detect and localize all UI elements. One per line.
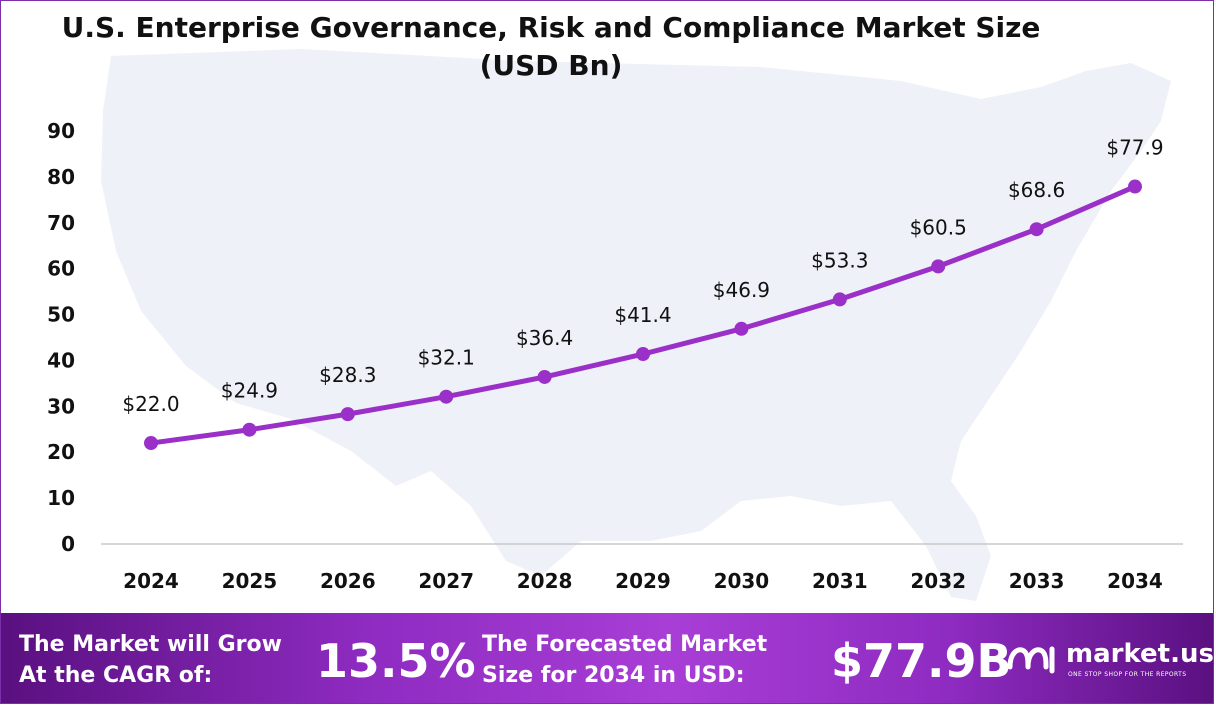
data-point xyxy=(537,369,552,384)
y-tick-label: 50 xyxy=(47,303,75,327)
x-tick-label: 2034 xyxy=(1107,569,1163,593)
y-tick-label: 30 xyxy=(47,394,75,418)
data-point xyxy=(439,389,454,404)
data-label: $22.0 xyxy=(122,392,179,416)
data-label: $77.9 xyxy=(1106,136,1163,160)
forecast-label: The Forecasted Market Size for 2034 in U… xyxy=(482,629,767,691)
data-label: $46.9 xyxy=(713,278,770,302)
cagr-value: 13.5% xyxy=(316,634,476,688)
x-tick-label: 2030 xyxy=(714,569,770,593)
y-tick-label: 40 xyxy=(47,348,75,372)
y-tick-label: 70 xyxy=(47,211,75,235)
data-label: $68.6 xyxy=(1008,178,1065,202)
x-tick-label: 2033 xyxy=(1009,569,1065,593)
data-label: $28.3 xyxy=(319,363,376,387)
data-point xyxy=(832,292,847,307)
cagr-label: The Market will Grow At the CAGR of: xyxy=(19,629,282,691)
usa-map-background xyxy=(101,49,1171,601)
data-point xyxy=(242,422,257,437)
y-tick-label: 0 xyxy=(61,532,75,556)
brand-name: market.us xyxy=(1066,639,1214,669)
data-label: $36.4 xyxy=(516,326,573,350)
market-us-logo-icon xyxy=(1007,646,1055,674)
x-tick-label: 2025 xyxy=(222,569,278,593)
y-tick-label: 60 xyxy=(47,257,75,281)
cagr-label-line2: At the CAGR of: xyxy=(19,663,213,688)
data-point xyxy=(636,347,650,362)
chart-title: U.S. Enterprise Governance, Risk and Com… xyxy=(61,11,1041,82)
summary-footer: The Market will Grow At the CAGR of: 13.… xyxy=(1,613,1214,703)
forecast-value: $77.9B xyxy=(831,634,1012,688)
y-tick-label: 80 xyxy=(47,165,75,189)
x-tick-label: 2029 xyxy=(615,569,671,593)
data-point xyxy=(931,259,946,274)
brand-tagline: ONE STOP SHOP FOR THE REPORTS xyxy=(1068,671,1187,678)
y-tick-label: 90 xyxy=(47,119,75,143)
x-axis-ticks: 2024 2025 2026 2027 2028 2029 2030 2031 2032 2033… xyxy=(123,569,1163,593)
x-tick-label: 2026 xyxy=(320,569,376,593)
cagr-label-line1: The Market will Grow xyxy=(19,632,282,657)
x-tick-label: 2031 xyxy=(812,569,868,593)
brand-logo: market.us ONE STOP SHOP FOR THE REPORTS xyxy=(1006,637,1214,687)
data-point xyxy=(340,407,355,422)
x-tick-label: 2032 xyxy=(910,569,966,593)
y-axis-ticks: 0 10 20 30 40 50 60 70 80 90 xyxy=(47,119,75,556)
data-labels: $22.0 $24.9 $28.3 $32.1 $36.4 $41.4 $46.9 $53.3… xyxy=(122,136,1163,417)
data-point xyxy=(1029,222,1044,237)
forecast-label-line2: Size for 2034 in USD: xyxy=(482,663,745,688)
data-point xyxy=(734,321,749,336)
data-point xyxy=(144,436,158,451)
x-tick-label: 2028 xyxy=(517,569,573,593)
data-label: $41.4 xyxy=(614,303,671,327)
forecast-label-line1: The Forecasted Market xyxy=(482,632,768,657)
data-label: $53.3 xyxy=(811,248,868,272)
x-tick-label: 2024 xyxy=(123,569,179,593)
data-point xyxy=(1128,179,1142,194)
data-markers xyxy=(144,179,1142,451)
y-tick-label: 10 xyxy=(47,486,75,510)
x-tick-label: 2027 xyxy=(418,569,474,593)
data-label: $24.9 xyxy=(221,379,278,403)
data-label: $32.1 xyxy=(418,346,475,370)
data-label: $60.5 xyxy=(910,215,967,239)
y-tick-label: 20 xyxy=(47,440,75,464)
